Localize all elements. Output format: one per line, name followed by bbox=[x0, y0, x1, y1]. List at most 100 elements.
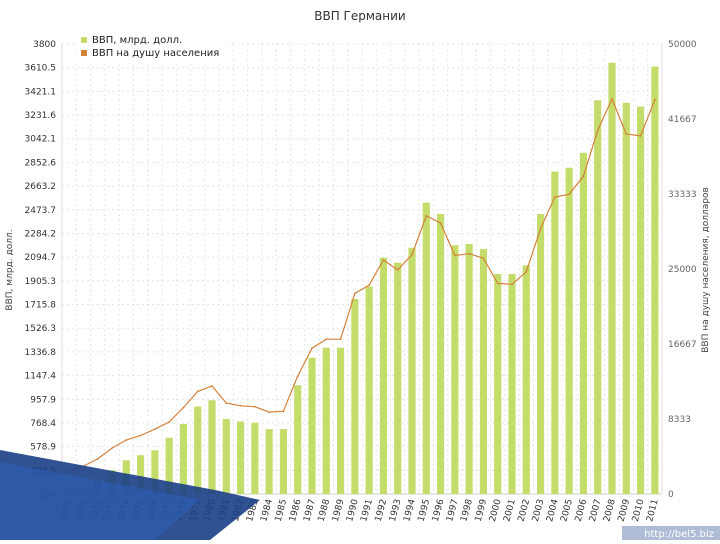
bar-2004 bbox=[551, 171, 559, 494]
bar-1999 bbox=[479, 249, 487, 494]
point-1973 bbox=[111, 447, 113, 449]
left-tick-label: 2473.7 bbox=[25, 206, 57, 216]
watermark-text: http://bel5.biz bbox=[644, 529, 714, 540]
left-tick-label: 3231.6 bbox=[25, 111, 57, 121]
bar-1976 bbox=[151, 450, 159, 494]
x-tick-label: 1985 bbox=[274, 498, 290, 523]
point-1976 bbox=[153, 428, 156, 431]
point-1983 bbox=[253, 405, 256, 408]
right-axis-label: ВВП на душу населения, долларов bbox=[701, 187, 711, 353]
bar-1979 bbox=[194, 406, 202, 494]
corner-arrow-decoration bbox=[0, 450, 260, 540]
point-1978 bbox=[182, 406, 185, 409]
point-1981 bbox=[225, 402, 228, 404]
point-1990 bbox=[353, 292, 356, 295]
bar-series bbox=[65, 62, 659, 494]
x-tick-label: 2001 bbox=[502, 498, 518, 523]
x-tick-label: 2000 bbox=[488, 498, 504, 523]
x-tick-label: 2009 bbox=[617, 498, 633, 523]
x-tick-label: 1994 bbox=[402, 498, 418, 523]
left-tick-label: 3042.1 bbox=[25, 135, 57, 145]
bar-1997 bbox=[451, 245, 459, 494]
x-tick-label: 1989 bbox=[331, 498, 347, 523]
x-tick-label: 1997 bbox=[445, 498, 461, 523]
left-axis-label: ВВП, млрд. долл. bbox=[5, 229, 15, 310]
bar-2001 bbox=[508, 274, 516, 494]
point-1974 bbox=[125, 439, 128, 441]
x-tick-label: 1996 bbox=[431, 498, 447, 523]
point-1998 bbox=[468, 252, 471, 255]
left-tick-label: 2852.6 bbox=[25, 158, 57, 168]
left-tick-label: 1526.3 bbox=[25, 324, 57, 334]
bar-2008 bbox=[608, 62, 616, 494]
x-tick-label: 2005 bbox=[559, 498, 575, 523]
point-1977 bbox=[168, 421, 171, 423]
x-tick-label: 1999 bbox=[474, 498, 490, 523]
x-tick-label: 2010 bbox=[631, 498, 647, 523]
point-2010 bbox=[639, 134, 642, 137]
bar-1994 bbox=[408, 247, 416, 494]
left-tick-label: 3421.1 bbox=[25, 87, 57, 97]
x-tick-label: 1991 bbox=[359, 498, 375, 523]
point-2001 bbox=[511, 283, 513, 286]
left-tick-label: 1336.8 bbox=[25, 348, 57, 358]
line-series bbox=[68, 97, 656, 472]
bar-1995 bbox=[422, 202, 430, 494]
x-tick-label: 1988 bbox=[317, 498, 333, 523]
bar-1989 bbox=[337, 347, 345, 494]
point-1980 bbox=[211, 385, 213, 387]
bar-1978 bbox=[179, 424, 187, 494]
bar-2011 bbox=[651, 66, 659, 494]
right-tick-label: 16667 bbox=[668, 340, 697, 350]
point-2000 bbox=[496, 282, 499, 285]
x-tick-label: 2011 bbox=[645, 498, 661, 523]
point-1979 bbox=[196, 390, 199, 393]
point-2008 bbox=[611, 98, 613, 100]
bar-1993 bbox=[394, 262, 402, 494]
legend-background bbox=[76, 34, 228, 62]
bar-1992 bbox=[379, 257, 387, 494]
per-capita-line bbox=[68, 97, 656, 472]
legend-label-bar: ВВП, млрд. долл. bbox=[92, 35, 182, 46]
legend-label-line: ВВП на душу населения bbox=[92, 48, 219, 59]
x-tick-label: 1986 bbox=[288, 498, 304, 523]
point-1999 bbox=[482, 257, 485, 260]
bar-1980 bbox=[208, 400, 216, 494]
chart-title: ВВП Германии bbox=[314, 9, 405, 23]
left-tick-label: 2094.7 bbox=[25, 253, 57, 263]
point-2005 bbox=[568, 193, 571, 196]
bar-1985 bbox=[279, 429, 287, 494]
point-1972 bbox=[96, 458, 99, 460]
bar-1975 bbox=[137, 455, 145, 494]
x-tick-label: 2006 bbox=[574, 498, 590, 523]
point-2006 bbox=[582, 175, 585, 178]
point-1984 bbox=[268, 411, 271, 413]
legend-swatch-line bbox=[81, 50, 87, 56]
left-tick-label: 578.9 bbox=[30, 443, 56, 453]
right-tick-label: 41667 bbox=[668, 115, 697, 125]
x-tick-label: 2008 bbox=[602, 498, 618, 523]
bar-2003 bbox=[537, 214, 545, 494]
bar-1996 bbox=[437, 214, 445, 494]
point-2004 bbox=[553, 196, 556, 198]
point-2002 bbox=[525, 270, 528, 273]
point-2009 bbox=[625, 133, 628, 135]
left-tick-label: 3800 bbox=[33, 40, 56, 50]
x-tick-label: 2003 bbox=[531, 498, 547, 523]
right-tick-label: 50000 bbox=[668, 40, 697, 50]
bar-1990 bbox=[351, 299, 359, 494]
point-1988 bbox=[325, 338, 328, 341]
x-tick-label: 1987 bbox=[302, 498, 318, 523]
point-1995 bbox=[425, 215, 428, 217]
x-tick-label: 1998 bbox=[459, 498, 475, 523]
point-2007 bbox=[596, 129, 599, 132]
x-tick-label: 1995 bbox=[417, 498, 433, 523]
left-tick-label: 1715.8 bbox=[25, 301, 57, 311]
bar-1986 bbox=[294, 385, 302, 494]
right-tick-label: 33333 bbox=[668, 190, 697, 200]
left-tick-label: 1905.3 bbox=[25, 277, 57, 287]
point-1996 bbox=[439, 222, 442, 225]
x-tick-label: 1990 bbox=[345, 498, 361, 523]
left-axis-ticks: 200389.5578.9768.4957.91147.41336.81526.… bbox=[25, 40, 57, 500]
bar-2007 bbox=[594, 100, 602, 494]
